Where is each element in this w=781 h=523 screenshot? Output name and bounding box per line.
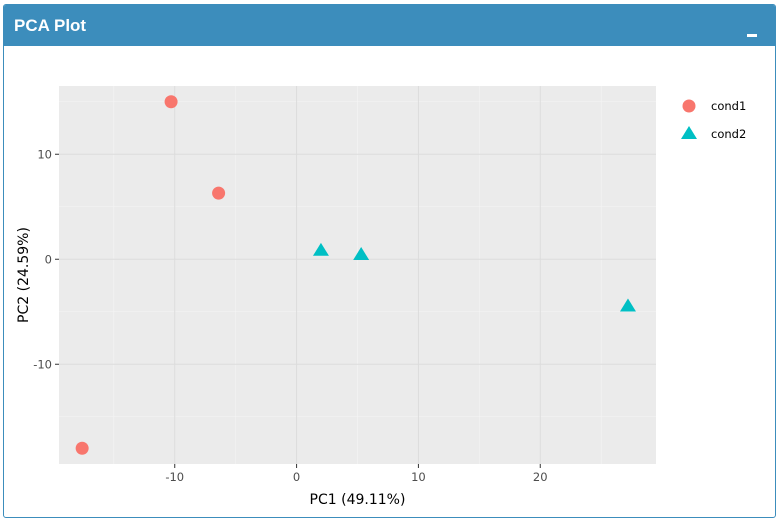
plot-area: -10 0 10 20 -10 0 10 PC1 (49.11%) PC2 (24.59%) co… xyxy=(4,46,775,517)
pca-chart: -10 0 10 20 -10 0 10 PC1 (49.11%) PC2 (24.59%) co… xyxy=(16,86,746,508)
cond2-point xyxy=(312,242,329,256)
x-tick-label: 20 xyxy=(533,470,548,484)
x-tick-label: 10 xyxy=(411,470,426,484)
cond2-point xyxy=(619,298,636,312)
cond1-point xyxy=(75,441,89,455)
cond1-point xyxy=(212,186,226,200)
x-tick-label: 0 xyxy=(293,470,300,484)
x-tick-label: -10 xyxy=(165,470,184,484)
collapse-button[interactable] xyxy=(743,17,761,39)
pca-plot-box: PCA Plot -10 0 10 20 -10 0 10 PC1 (49.11%) PC2 (… xyxy=(3,4,776,518)
x-axis-label: PC1 (49.11%) xyxy=(310,492,406,508)
legend-label-cond1: cond1 xyxy=(711,99,746,113)
legend-key-cond1 xyxy=(682,99,696,113)
box-title: PCA Plot xyxy=(14,16,87,35)
box-header: PCA Plot xyxy=(4,5,775,46)
cond2-point xyxy=(353,247,370,261)
y-tick-label: -10 xyxy=(33,357,52,371)
y-tick-label: 0 xyxy=(45,252,52,266)
minus-icon xyxy=(747,34,757,37)
cond1-point xyxy=(164,95,178,109)
legend-label-cond2: cond2 xyxy=(711,127,746,141)
y-tick-label: 10 xyxy=(37,147,52,161)
y-axis-label: PC2 (24.59%) xyxy=(16,227,32,323)
legend-key-cond2 xyxy=(681,126,697,139)
